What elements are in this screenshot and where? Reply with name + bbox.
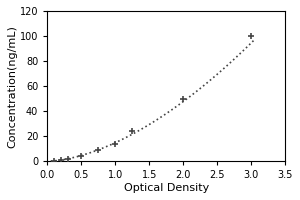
Y-axis label: Concentration(ng/mL): Concentration(ng/mL) [7,25,17,148]
X-axis label: Optical Density: Optical Density [124,183,209,193]
